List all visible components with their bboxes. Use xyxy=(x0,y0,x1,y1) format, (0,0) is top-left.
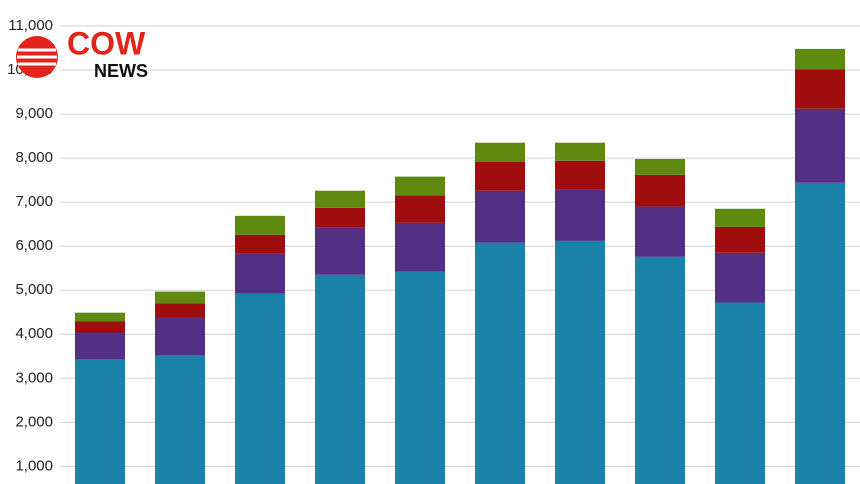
y-tick-label: 8,000 xyxy=(15,149,53,166)
y-tick-label: 6,000 xyxy=(15,237,53,254)
y-tick-label: 5,000 xyxy=(15,281,53,298)
bar-segment xyxy=(555,240,605,484)
logo: COW NEWS xyxy=(16,25,148,81)
bar-segment xyxy=(715,252,765,303)
bar-segment xyxy=(635,174,685,207)
bar-segment xyxy=(395,195,445,223)
bar-segment xyxy=(795,69,845,109)
bar-segment xyxy=(315,227,365,275)
y-tick-label: 2,000 xyxy=(15,413,53,430)
bar-segment xyxy=(795,108,845,183)
bar-segment xyxy=(235,293,285,484)
y-tick-label: 9,000 xyxy=(15,105,53,122)
bar-segment xyxy=(155,291,205,304)
bar-segment xyxy=(75,332,125,360)
y-tick-label: 3,000 xyxy=(15,369,53,386)
bar-segment xyxy=(75,321,125,333)
bar-segment xyxy=(155,317,205,356)
bar-segment xyxy=(155,355,205,484)
y-tick-label: 11,000 xyxy=(8,17,53,34)
bar-segment xyxy=(395,271,445,484)
bar-segment xyxy=(795,182,845,484)
bar-segment xyxy=(715,226,765,253)
bar-segment xyxy=(395,222,445,272)
bar-segment xyxy=(235,253,285,294)
bar-segment xyxy=(475,161,525,191)
bar-segment xyxy=(475,190,525,243)
bar-segment xyxy=(75,312,125,322)
bar-segment xyxy=(315,207,365,228)
bar-segment xyxy=(715,302,765,484)
y-tick-label: 1,000 xyxy=(15,457,53,474)
bar-segment xyxy=(155,303,205,318)
bar-segment xyxy=(635,206,685,257)
bar-segment xyxy=(715,208,765,227)
bar-segment xyxy=(555,160,605,190)
bar-segment xyxy=(475,142,525,162)
bar-segment xyxy=(555,142,605,161)
bar-segment xyxy=(475,242,525,484)
bar-segment xyxy=(635,158,685,175)
bar-segment xyxy=(235,234,285,254)
bar-segment xyxy=(315,190,365,208)
bar-segment xyxy=(315,274,365,484)
plot: 1,000 2,000 3,000 4,000 5,000 6,000 7,000 8,000… xyxy=(7,17,860,484)
bar-segment xyxy=(75,359,125,484)
logo-sub: NEWS xyxy=(94,61,148,81)
bar-segment xyxy=(235,215,285,235)
y-tick-label: 4,000 xyxy=(15,325,53,342)
bar-segment xyxy=(555,189,605,241)
logo-stripes xyxy=(17,48,57,66)
y-tick-label: 7,000 xyxy=(15,193,53,210)
bar-segment xyxy=(395,176,445,196)
logo-brand: COW xyxy=(67,25,146,61)
bar-segment xyxy=(635,256,685,484)
bar-segment xyxy=(795,48,845,70)
